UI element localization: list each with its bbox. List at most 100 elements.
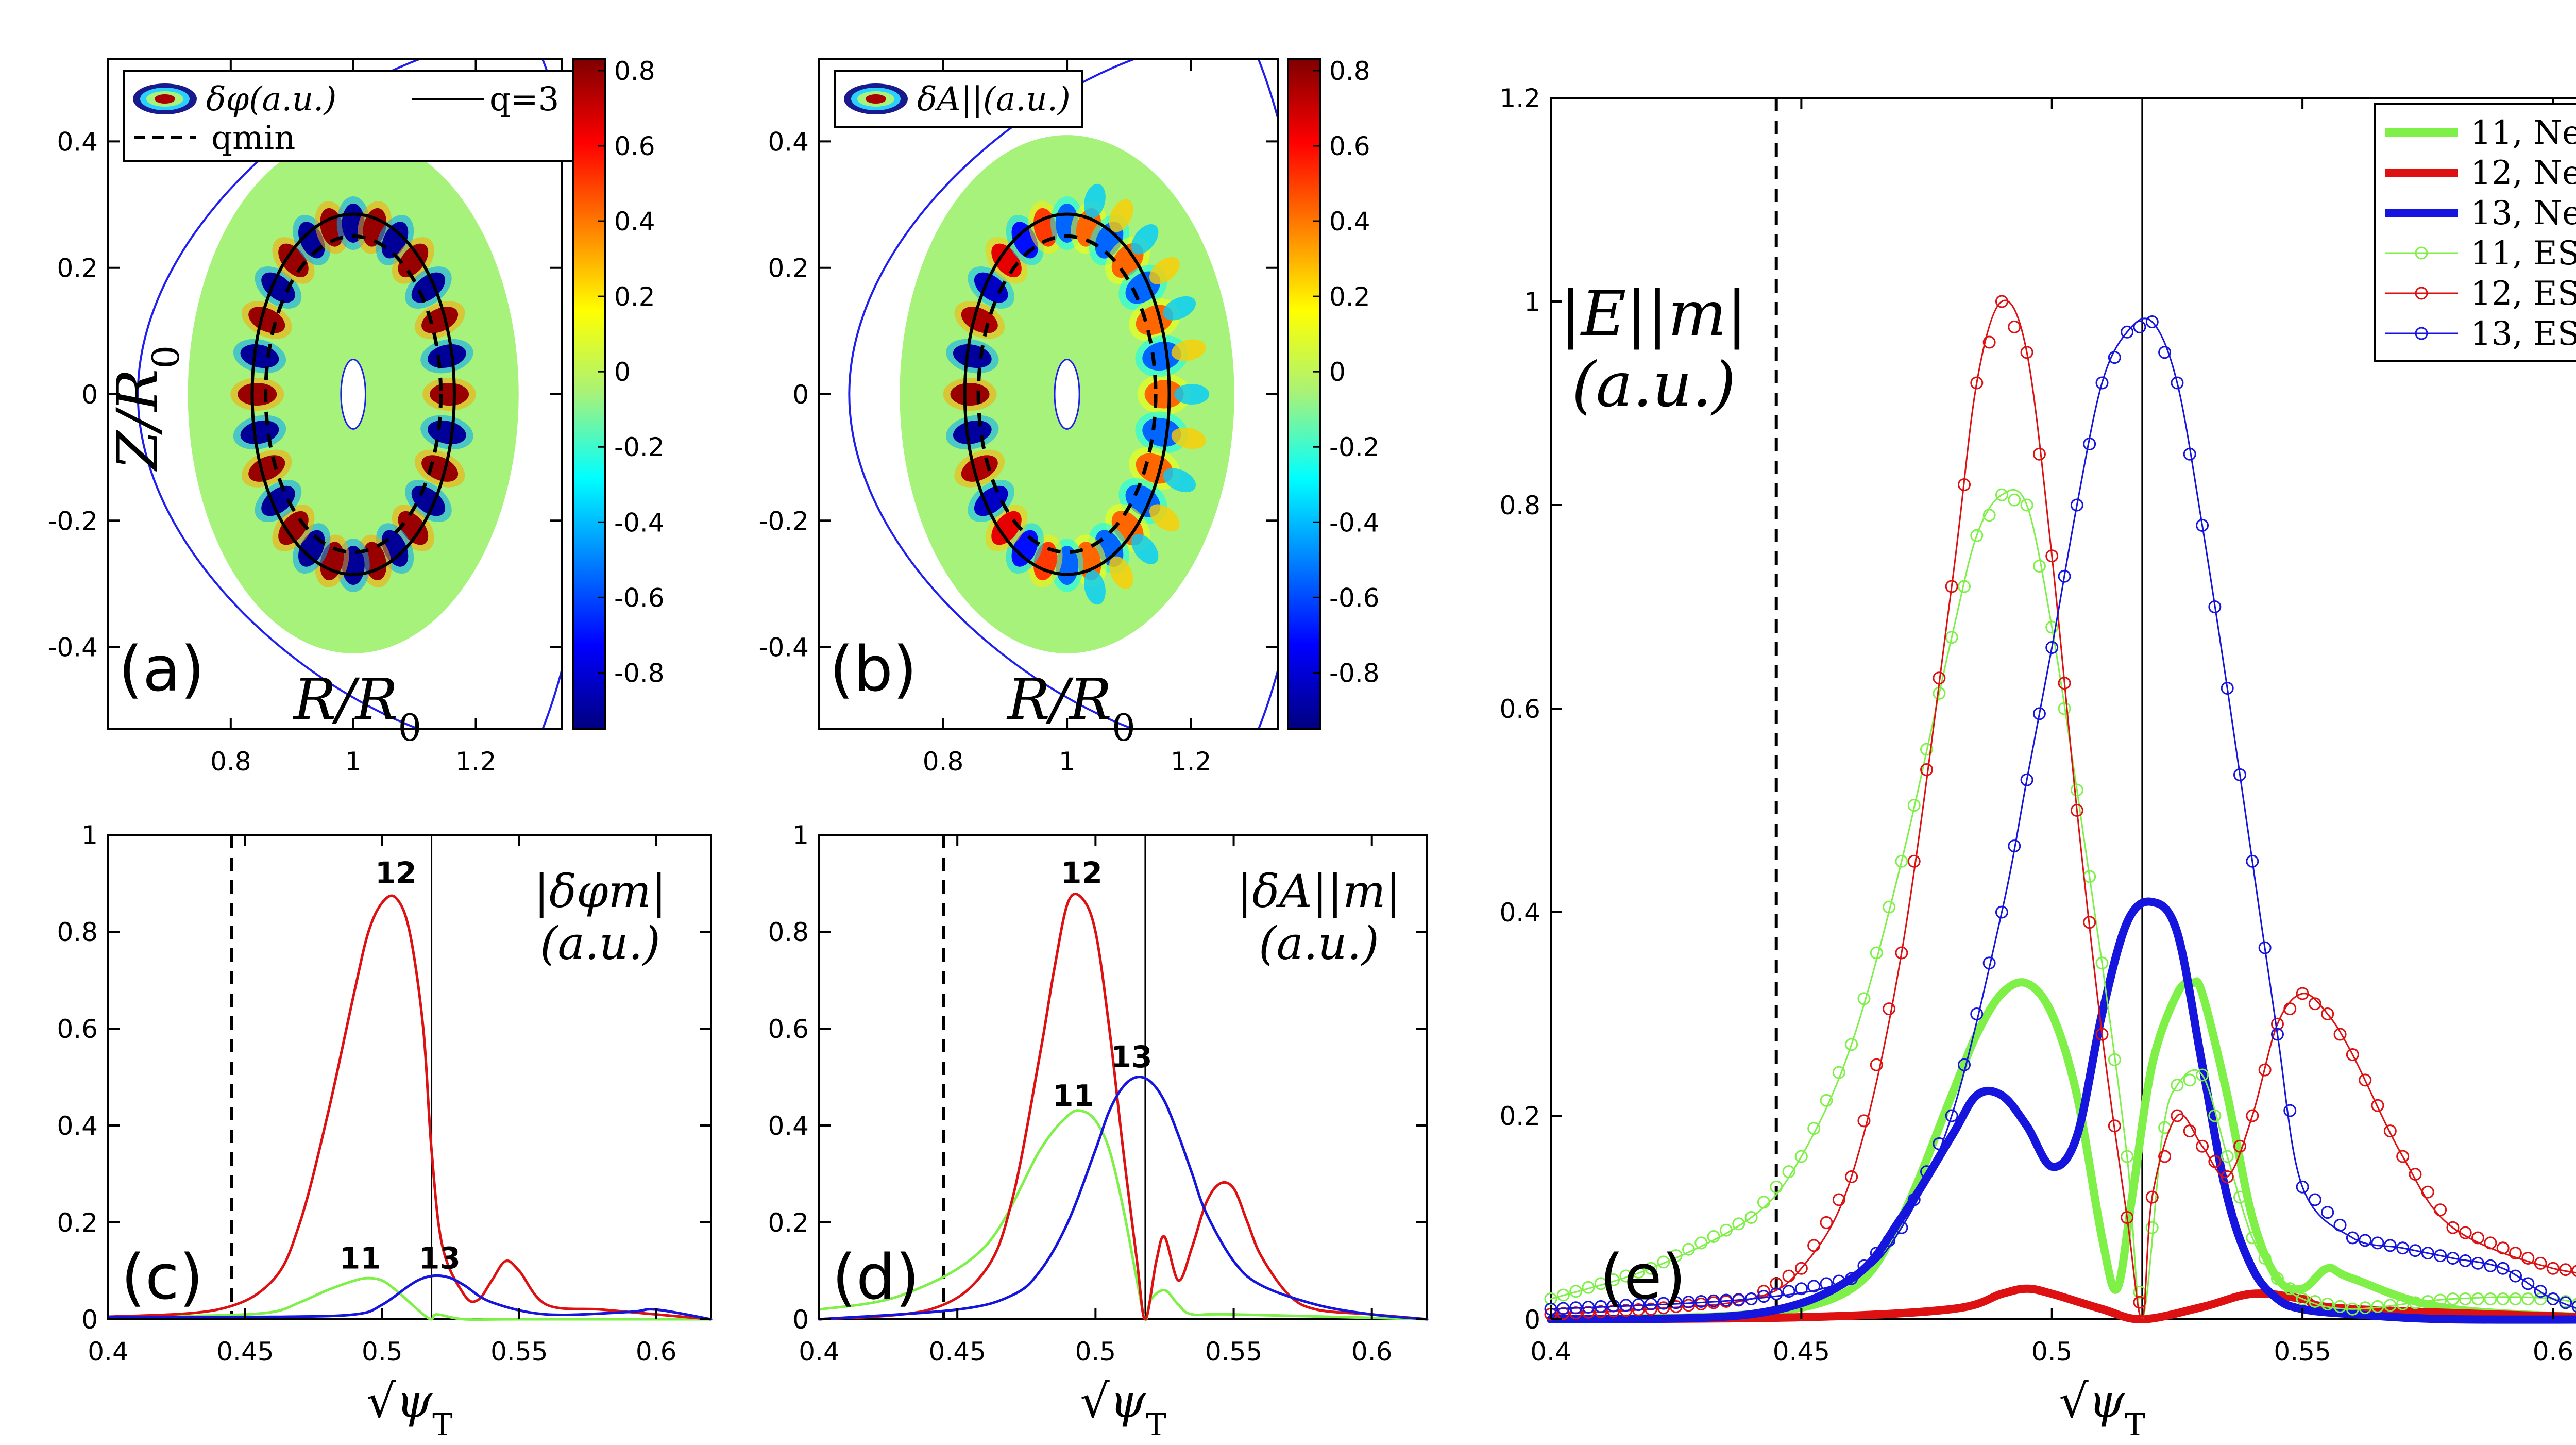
colorbar-tick-label-a: 0.4	[614, 207, 655, 237]
outer-lobe-b	[1174, 384, 1210, 405]
ytick-label-d: 0.2	[768, 1208, 809, 1238]
marker-e-13-ES	[2108, 351, 2121, 364]
outer-lobe-b	[1109, 199, 1133, 232]
marker-e-11-ES	[2521, 1292, 2535, 1305]
marker-e-13-ES	[1556, 1302, 1570, 1315]
colorbar-tick-label-a: 0.6	[614, 131, 655, 161]
peak-label-c-11: 11	[340, 1240, 381, 1275]
ytick-label-a: -0.2	[47, 506, 98, 536]
panel-b-pol-contour: 0.8 1 1.2 -0.4 -0.2 0 0.2 0.4 (b) R/R0 δA||(a.u.)	[758, 58, 1279, 777]
marker-e-12-ES	[1995, 295, 2008, 308]
series-c-13	[107, 1274, 713, 1321]
marker-e-13-ES	[1845, 1272, 1858, 1285]
xtick-label-c: 0.55	[490, 1337, 548, 1367]
marker-e-12-ES	[1907, 854, 1921, 868]
marker-e-11-ES	[1782, 1165, 1795, 1179]
series-c-11	[107, 1276, 713, 1321]
outer-lobe-b	[1084, 183, 1106, 219]
marker-e-13-ES	[2484, 1259, 2497, 1272]
marker-e-11-ES	[2258, 1252, 2272, 1265]
marker-e-12-ES	[1669, 1300, 1683, 1313]
marker-e-12-ES	[1920, 763, 1934, 776]
legend-label-e: 11, ES	[2470, 234, 2576, 273]
marker-e-12-ES	[2446, 1221, 2460, 1234]
marker-e-12-ES	[1933, 671, 1946, 685]
mode-blob-a	[398, 243, 429, 278]
marker-e-13-ES	[2534, 1285, 2547, 1298]
marker-e-12-ES	[1870, 1058, 1883, 1071]
marker-e-13-ES	[1895, 1221, 1908, 1234]
marker-e-11-ES	[1794, 1150, 1808, 1163]
outer-lobe-b	[1131, 534, 1159, 564]
colorbar-tick-label-b: 0	[1329, 357, 1346, 387]
marker-e-13-ES	[1807, 1280, 1821, 1293]
marker-e-13-ES	[2396, 1241, 2410, 1255]
marker-e-11-ES	[1945, 631, 1958, 644]
ytick-label-e: 0.8	[1499, 491, 1540, 520]
marker-e-12-ES	[1895, 946, 1908, 960]
marker-e-11-ES	[2208, 1109, 2222, 1122]
marker-e-11-ES	[2471, 1292, 2485, 1305]
marker-e-11-ES	[1857, 992, 1871, 1005]
colorbar-tick-label-a: 0	[614, 357, 631, 387]
marker-e-11-ES	[1544, 1292, 1557, 1305]
mode-blob-a	[421, 307, 459, 333]
marker-e-11-ES	[2070, 783, 2083, 797]
marker-e-11-ES	[1632, 1266, 1645, 1279]
marker-e-13-ES	[1982, 956, 1996, 970]
ytick-label-e: 0	[1524, 1305, 1540, 1335]
marker-e-12-ES	[1958, 478, 1971, 491]
ytick-label-b: 0.4	[768, 127, 809, 157]
marker-e-13-ES	[2246, 854, 2259, 868]
marker-e-13-ES	[2121, 325, 2134, 339]
marker-e-12-ES	[2145, 1190, 2159, 1204]
marker-e-13-ES	[1632, 1298, 1645, 1312]
marker-e-11-ES	[2459, 1292, 2472, 1305]
marker-e-12-ES	[1782, 1269, 1795, 1283]
marker-e-12-ES	[2095, 1028, 2109, 1041]
marker-e-12-ES	[2421, 1185, 2434, 1199]
marker-e-12-ES	[1945, 580, 1958, 593]
panel-e-Epar-spectrum: 0.4 0.45 0.5 0.55 0.6 0 0.2 0.4 0.6 0.8 1 1.2 √ψT (e)…	[1499, 83, 2576, 1442]
legend-q3-label-a: q=3	[489, 80, 559, 119]
legend-marker-e	[2415, 246, 2428, 260]
title-e: |E||m|	[1560, 278, 1747, 350]
marker-e-12-ES	[2083, 916, 2096, 929]
legend-swatch-core-b	[866, 94, 886, 104]
xtick-label-e: 0.5	[2031, 1337, 2073, 1367]
marker-e-12-ES	[1569, 1306, 1583, 1320]
qmin-surface-a	[264, 234, 443, 555]
marker-e-13-ES	[2045, 641, 2059, 654]
mode-blob-a	[238, 383, 277, 406]
axes-frame-c	[107, 834, 712, 1320]
peak-label-d-13: 13	[1111, 1039, 1153, 1074]
ytick-label-b: 0	[792, 380, 809, 410]
marker-e-11-ES	[2108, 1053, 2121, 1066]
axes-clip-a	[137, 59, 562, 729]
marker-e-11-ES	[1895, 854, 1908, 868]
peak-label-d-12: 12	[1061, 855, 1103, 890]
marker-e-11-ES	[1832, 1066, 1845, 1079]
marker-e-13-ES	[2333, 1218, 2347, 1232]
legend-label-e: 11, Net	[2470, 114, 2576, 152]
marker-e-13-ES	[1669, 1296, 1683, 1309]
marker-e-11-ES	[2196, 1068, 2209, 1082]
xtick-label-b: 1.2	[1171, 747, 1212, 777]
marker-e-13-ES	[1920, 1165, 1934, 1179]
marker-e-12-ES	[2208, 1155, 2222, 1168]
colorbar-tick-label-a: -0.6	[614, 583, 665, 613]
marker-e-13-ES	[1682, 1296, 1695, 1309]
marker-e-11-ES	[1958, 580, 1971, 593]
xtick-label-e: 0.55	[2274, 1337, 2331, 1367]
marker-e-13-ES	[1970, 1007, 1984, 1020]
series-d-12	[818, 893, 1429, 1321]
qmin-surface-b	[976, 234, 1158, 555]
marker-e-12-ES	[2183, 1124, 2196, 1138]
marker-e-11-ES	[2371, 1300, 2384, 1313]
marker-e-11-ES	[2296, 1292, 2309, 1305]
marker-e-13-ES	[1645, 1297, 1658, 1310]
ytick-label-c: 0.4	[57, 1111, 98, 1141]
marker-e-13-ES	[2546, 1292, 2560, 1305]
marker-e-11-ES	[2171, 1079, 2184, 1092]
outer-lobe-b	[1171, 339, 1206, 361]
